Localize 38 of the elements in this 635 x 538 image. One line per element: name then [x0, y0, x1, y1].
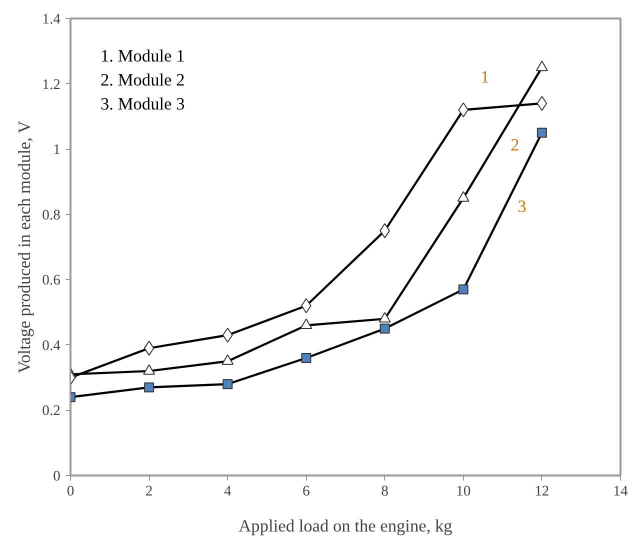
point: [143, 364, 156, 375]
point: [458, 102, 469, 118]
x-tick-label: 14: [613, 484, 628, 500]
point: [380, 324, 390, 334]
point: [536, 96, 548, 111]
point: [144, 340, 154, 356]
x-tick-label: 6: [302, 484, 310, 500]
y-tick-label: 1.2: [42, 76, 61, 93]
x-tick-label: 0: [66, 484, 74, 500]
x-tick-label: 12: [534, 484, 550, 500]
annotation: 1. Module 1: [100, 46, 185, 66]
point: [222, 328, 233, 343]
annotation: 3. Module 3: [100, 94, 185, 114]
x-axis-title: Applied load on the engine, kg: [238, 516, 453, 536]
y-axis-title: Voltage produced in each module, V: [15, 120, 34, 374]
series-label: 1: [480, 67, 490, 86]
y-tick-label: 0.4: [42, 338, 62, 354]
series-label: 2: [510, 135, 520, 154]
x-tick-label: 8: [381, 484, 388, 500]
point: [536, 60, 548, 72]
point: [300, 318, 312, 330]
y-tick-label: 0.2: [42, 403, 61, 420]
series-label: 3: [518, 196, 526, 216]
point: [222, 379, 233, 390]
point: [301, 352, 312, 363]
y-tick-label: 1.4: [42, 12, 62, 28]
annotation: 2. Module 2: [100, 70, 185, 90]
y-tick-label: 0.6: [42, 272, 61, 289]
x-tick-label: 2: [145, 484, 153, 500]
y-tick-label: 0.8: [42, 207, 61, 224]
point: [144, 382, 154, 392]
point: [458, 284, 468, 294]
y-tick-label: 1: [53, 142, 60, 158]
point: [457, 191, 470, 202]
x-tick-label: 10: [456, 484, 471, 500]
y-tick-label: 0: [53, 468, 60, 484]
x-tick-label: 4: [224, 484, 232, 500]
point: [536, 128, 547, 138]
